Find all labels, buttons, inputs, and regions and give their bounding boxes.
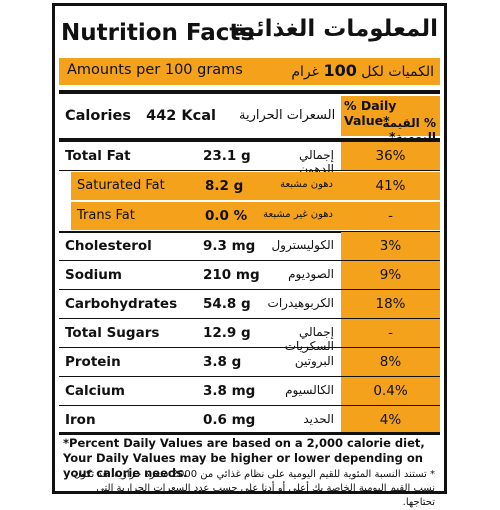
serving-bar: Amounts per 100 grams الكميات لكل 100 غر… [59,58,440,85]
total-sugars-arabic: إجمالي السكريات [284,325,334,353]
carbohydrates-arabic: الكربوهيدرات [267,296,334,310]
iron-value: 0.6 mg [203,412,256,428]
total-fat-dv: 36% [341,142,440,170]
calories-row: Calories 442 Kcal السعرات الحرارية % Dai… [59,96,440,144]
row-trans-fat: Trans Fat 0.0 % دهون غير مشبعة [71,202,341,230]
calcium-value: 3.8 mg [203,383,256,399]
serving-english: Amounts per 100 grams [67,62,243,78]
sodium-dv: 9% [341,261,440,289]
serving-arabic: الكميات لكل 100 غرام [291,61,434,80]
row-calcium: Calcium 3.8 mg الكالسيوم 0.4% [59,377,440,405]
divider [59,231,440,233]
row-iron: Iron 0.6 mg الحديد 4% [59,406,440,434]
total-sugars-dv: - [341,319,440,347]
serving-arabic-prefix: الكميات لكل [361,64,434,80]
saturated-fat-arabic: دهون مشبعة [280,179,333,190]
carbohydrates-value: 54.8 g [203,296,251,312]
protein-arabic: البروتين [294,354,334,368]
sodium-arabic: الصوديوم [288,267,334,281]
cholesterol-dv: 3% [341,232,440,260]
divider-thick-bottom [59,432,440,435]
daily-value-header: % Daily Value* % القيمة اليومية* [341,96,440,144]
divider [59,318,440,319]
trans-fat-label: Trans Fat [77,208,135,223]
row-cholesterol: Cholesterol 9.3 mg الكوليسترول 3% [59,232,440,260]
saturated-fat-label: Saturated Fat [77,178,165,193]
calories-value: 442 Kcal [146,108,217,124]
calories-label: Calories 442 Kcal [65,108,217,124]
sodium-label: Sodium [65,267,122,283]
trans-fat-dv: - [341,202,440,230]
divider [59,260,440,261]
nutrition-label: Nutrition Facts المعلومات الغذائية Amoun… [52,3,447,508]
row-total-fat: Total Fat 23.1 g إجمالي الدهون 36% [59,142,440,176]
iron-arabic: الحديد [303,412,334,426]
calories-label-arabic: السعرات الحرارية [239,108,336,123]
trans-fat-arabic: دهون غير مشبعة [263,209,333,220]
divider [59,289,440,290]
row-saturated-fat: Saturated Fat 8.2 g دهون مشبعة [71,172,341,200]
calcium-dv: 0.4% [341,377,440,405]
trans-fat-value: 0.0 % [205,208,248,224]
total-sugars-value: 12.9 g [203,325,251,341]
serving-arabic-qty: 100 [323,61,357,80]
protein-label: Protein [65,354,121,370]
calcium-label: Calcium [65,383,125,399]
calcium-arabic: الكالسيوم [285,383,334,397]
carbohydrates-label: Carbohydrates [65,296,178,312]
divider-thick-calories [59,138,440,142]
total-fat-label: Total Fat [65,148,131,164]
divider [59,405,440,406]
title-arabic: المعلومات الغذائية [232,16,438,42]
row-carbohydrates: Carbohydrates 54.8 g الكربوهيدرات 18% [59,290,440,318]
cholesterol-label: Cholesterol [65,238,152,254]
sodium-value: 210 mg [203,267,260,283]
row-protein: Protein 3.8 g البروتين 8% [59,348,440,376]
protein-dv: 8% [341,348,440,376]
title-english: Nutrition Facts [61,20,255,46]
protein-value: 3.8 g [203,354,242,370]
cholesterol-arabic: الكوليسترول [271,238,334,252]
total-sugars-label: Total Sugars [65,325,160,341]
row-sodium: Sodium 210 mg الصوديوم 9% [59,261,440,289]
footnote-arabic: * تستند النسبة المئوية للقيم اليومية على… [73,469,435,508]
divider [59,347,440,348]
carbohydrates-dv: 18% [341,290,440,318]
row-total-sugars: Total Sugars 12.9 g إجمالي السكريات - [59,319,440,353]
divider [59,376,440,377]
divider-thick-top [59,90,440,94]
cholesterol-value: 9.3 mg [203,238,256,254]
iron-label: Iron [65,412,96,428]
iron-dv: 4% [341,406,440,434]
divider [59,170,440,171]
daily-value-english: % Daily Value* [344,98,397,128]
total-fat-value: 23.1 g [203,148,251,164]
footnote-english: *Percent Daily Values are based on a 2,0… [63,436,425,480]
saturated-fat-value: 8.2 g [205,178,244,194]
serving-arabic-unit: غرام [291,64,319,80]
saturated-fat-dv: 41% [341,172,440,200]
